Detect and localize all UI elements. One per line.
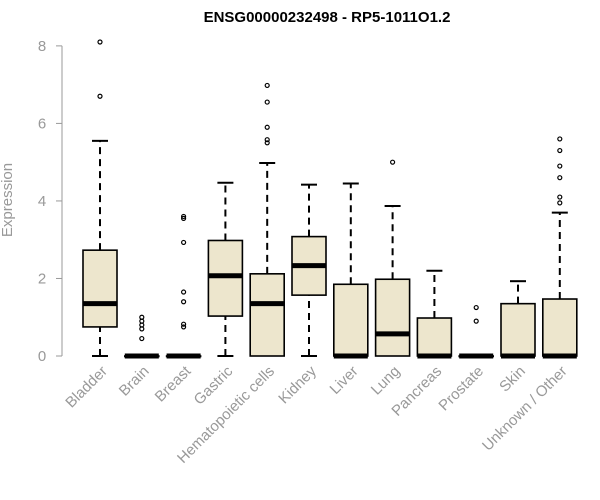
outlier-point <box>181 239 187 246</box>
box-iqr <box>332 283 369 357</box>
x-tick-label: Liver <box>327 363 362 398</box>
box-iqr <box>82 249 118 328</box>
box-group <box>249 82 285 357</box>
box-iqr <box>249 273 285 357</box>
box-iqr <box>500 302 536 357</box>
outlier-point <box>181 321 187 327</box>
box-iqr <box>541 298 578 357</box>
outlier-point <box>473 304 479 311</box>
outlier-point <box>557 200 563 206</box>
x-tick-label: Skin <box>496 363 529 396</box>
x-tick-label: Brain <box>116 363 153 400</box>
outlier-point <box>390 159 396 165</box>
outlier-point <box>473 318 479 324</box>
outlier-point <box>97 39 103 45</box>
y-tick-label: 4 <box>38 193 46 210</box>
box-group <box>82 39 118 357</box>
x-tick-label: Lung <box>368 363 404 399</box>
outlier-point <box>181 289 187 295</box>
outlier-point <box>139 314 145 320</box>
boxes <box>82 39 578 359</box>
y-axis: 0 2 4 6 8 <box>38 38 63 365</box>
outlier-point <box>264 137 270 143</box>
box-group <box>500 280 536 359</box>
x-tick-label: Bladder <box>62 363 111 412</box>
box-group <box>374 159 411 357</box>
outlier-point <box>264 140 270 146</box>
outlier-point <box>557 147 563 154</box>
outlier-point <box>557 194 563 200</box>
outlier-point <box>264 82 270 89</box>
y-tick-label: 2 <box>38 270 46 287</box>
box-iqr <box>374 278 411 357</box>
outlier-point <box>181 324 187 330</box>
outlier-point <box>97 93 103 99</box>
box-group <box>332 182 369 359</box>
box-group <box>207 181 244 357</box>
outlier-point <box>557 136 563 142</box>
box-group <box>541 136 578 359</box>
y-tick-label: 0 <box>38 348 46 365</box>
box-group <box>458 304 495 359</box>
x-tick-label: Kidney <box>275 362 320 407</box>
box-group <box>416 269 453 359</box>
chart-title: ENSG00000232498 - RP5-1011O1.2 <box>204 9 451 26</box>
y-axis-label: Expression <box>0 163 16 237</box>
box-iqr <box>416 317 453 357</box>
outlier-point <box>264 124 270 130</box>
outlier-point <box>181 215 187 221</box>
box-iqr <box>207 239 244 317</box>
outlier-point <box>264 99 270 105</box>
box-group <box>291 183 327 357</box>
outlier-point <box>557 163 563 169</box>
outlier-point <box>181 299 187 305</box>
box-group <box>165 213 202 359</box>
y-tick-label: 8 <box>38 38 46 55</box>
box-group <box>124 314 160 359</box>
y-tick-label: 6 <box>38 115 46 132</box>
outlier-point <box>181 213 187 220</box>
outlier-point <box>139 335 145 342</box>
x-tick-label: Breast <box>152 362 195 405</box>
outlier-point <box>557 175 563 181</box>
x-tick-label: Prostate <box>435 363 487 415</box>
